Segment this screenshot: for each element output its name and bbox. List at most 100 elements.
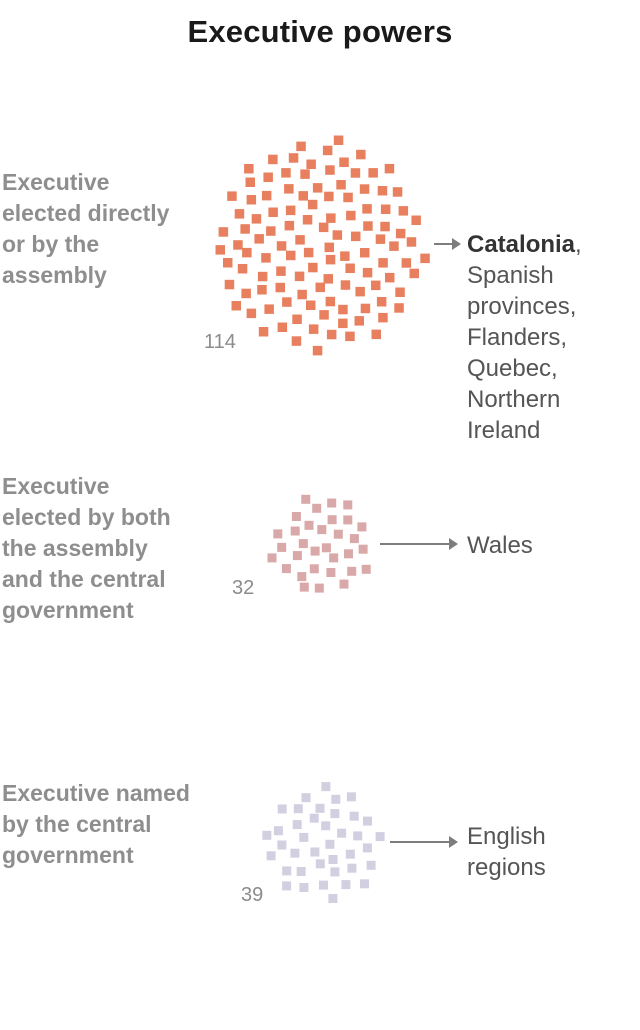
unit-square-direct (254, 234, 264, 244)
unit-square-direct (306, 300, 316, 310)
unit-square-direct (282, 297, 292, 307)
unit-square-both (349, 534, 359, 544)
unit-square-direct (292, 314, 302, 324)
unit-square-direct (251, 214, 262, 224)
unit-square-central (349, 811, 359, 821)
unit-square-direct (346, 210, 356, 221)
unit-square-both (299, 582, 309, 592)
regions-both: Wales (467, 530, 637, 561)
unit-square-direct (323, 274, 333, 284)
regions-list-direct: Spanish provinces, Flanders, Quebec, Nor… (467, 262, 577, 444)
unit-square-central (337, 828, 347, 838)
unit-square-direct (411, 215, 421, 225)
unit-square-direct (384, 163, 395, 174)
unit-square-central (292, 820, 302, 830)
unit-square-central (296, 867, 306, 876)
unit-square-central (310, 847, 320, 857)
unit-square-central (266, 851, 276, 861)
unit-square-central (282, 866, 292, 876)
unit-square-direct (339, 157, 349, 167)
unit-square-central (299, 883, 309, 892)
unit-square-direct (395, 228, 406, 239)
unit-square-direct (303, 247, 314, 258)
unit-square-direct (257, 271, 268, 282)
unit-square-both (312, 503, 322, 513)
group-label-both: Executive elected by both the assembly a… (2, 473, 171, 623)
unit-square-both (297, 572, 307, 582)
unit-square-both (321, 543, 331, 553)
unit-square-both (329, 553, 339, 563)
unit-square-both (314, 583, 324, 593)
unit-square-central (328, 855, 338, 864)
unit-square-central (363, 816, 372, 826)
unit-square-central (345, 849, 355, 859)
arrow-direct (434, 237, 461, 251)
unit-square-direct (258, 327, 269, 337)
unit-square-direct (296, 141, 306, 152)
arrow-both (380, 537, 458, 551)
unit-square-central (325, 839, 335, 849)
unit-square-direct (343, 192, 353, 203)
unit-square-direct (378, 312, 388, 323)
unit-square-direct (326, 329, 337, 340)
unit-square-direct (264, 304, 274, 314)
unit-square-direct (322, 145, 333, 156)
region-highlight-catalonia: Catalonia (467, 231, 576, 258)
unit-square-both (333, 529, 343, 539)
unit-square-both (347, 566, 357, 576)
unit-square-direct (395, 287, 405, 297)
unit-square-direct (240, 224, 250, 234)
unit-cluster-both (267, 494, 371, 593)
chart-title: Executive powers (187, 14, 453, 49)
region-highlight-suffix: , (575, 231, 582, 258)
unit-square-central (360, 879, 369, 889)
unit-square-direct (306, 159, 316, 169)
unit-square-direct (359, 184, 370, 194)
unit-square-direct (312, 345, 323, 356)
unit-square-direct (371, 280, 381, 291)
unit-square-direct (227, 191, 237, 201)
unit-square-central (366, 860, 376, 870)
unit-square-central (315, 803, 325, 813)
unit-square-both (304, 520, 314, 530)
unit-square-direct (294, 271, 305, 282)
unit-square-both (358, 544, 368, 554)
unit-square-direct (368, 168, 378, 178)
unit-square-central (301, 793, 311, 803)
unit-square-central (330, 867, 340, 877)
unit-square-direct (302, 215, 313, 225)
unit-square-direct (333, 135, 344, 145)
unit-square-central (309, 813, 319, 823)
unit-square-both (267, 553, 277, 563)
unit-square-direct (325, 165, 335, 175)
unit-square-both (310, 546, 320, 556)
count-label-central: 39 (241, 884, 264, 906)
unit-square-direct (291, 336, 302, 346)
unit-square-direct (394, 303, 404, 313)
unit-square-direct (406, 237, 417, 247)
unit-square-direct (276, 241, 287, 251)
unit-square-central (330, 809, 340, 819)
unit-square-direct (308, 324, 319, 334)
unit-square-central (262, 830, 272, 840)
unit-square-direct (325, 254, 336, 265)
unit-square-direct (336, 180, 346, 190)
unit-square-direct (231, 301, 241, 311)
unit-square-central (346, 792, 356, 802)
unit-square-direct (315, 282, 325, 293)
unit-square-direct (268, 207, 278, 217)
unit-square-direct (233, 240, 243, 250)
unit-square-direct (288, 153, 299, 163)
unit-square-central (347, 863, 357, 873)
unit-square-direct (223, 258, 233, 268)
unit-square-direct (257, 285, 267, 295)
unit-square-direct (350, 168, 361, 178)
unit-square-direct (281, 168, 291, 178)
unit-square-central (362, 843, 372, 853)
unit-square-direct (275, 282, 285, 293)
unit-square-central (290, 848, 300, 858)
unit-square-central (282, 881, 292, 891)
unit-square-direct (375, 234, 386, 244)
unit-square-direct (332, 230, 343, 240)
unit-square-direct (356, 149, 366, 160)
